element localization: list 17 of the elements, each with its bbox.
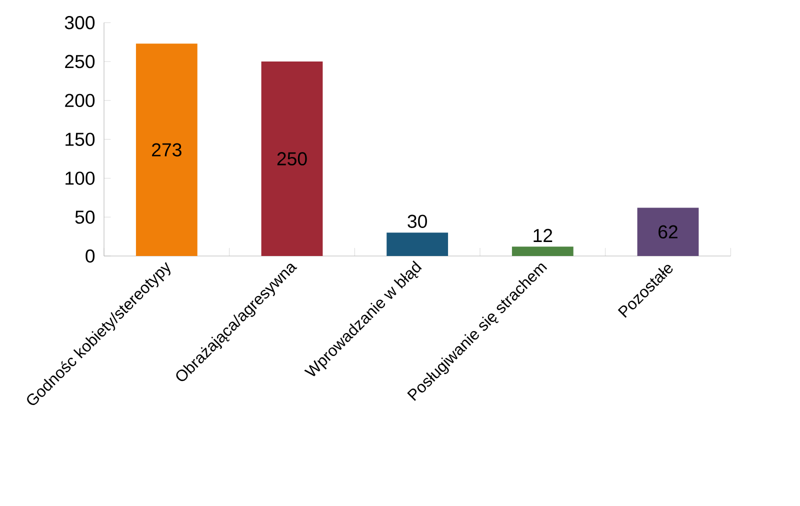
data-label: 30 — [408, 214, 427, 228]
y-tick-label: 300 — [64, 16, 95, 30]
data-label: 273 — [152, 143, 182, 156]
y-tick-label: 250 — [65, 54, 95, 68]
data-label: 62 — [658, 225, 678, 238]
y-tick-label: 50 — [75, 210, 95, 224]
data-label: 12 — [534, 228, 552, 242]
y-tick-label: 150 — [66, 132, 95, 146]
bar — [136, 44, 198, 256]
y-tick-label: 100 — [66, 172, 95, 185]
bar — [261, 62, 323, 256]
y-tick-label: 0 — [86, 249, 95, 263]
bar — [386, 232, 448, 256]
data-label: 250 — [277, 152, 307, 166]
y-tick-label: 200 — [65, 94, 95, 108]
bar — [637, 208, 699, 256]
bar — [512, 246, 574, 256]
